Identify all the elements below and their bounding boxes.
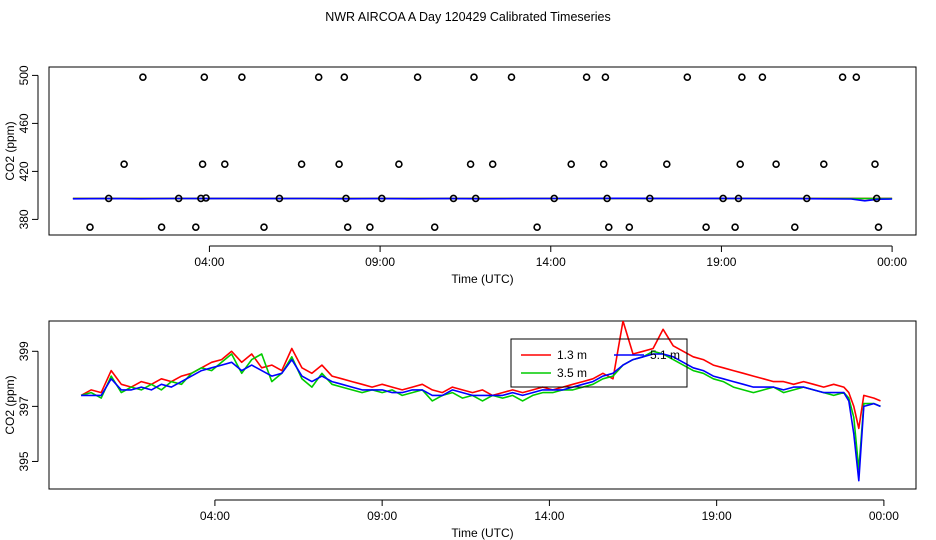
top-flagged-point [871,160,879,168]
top-flagged-point [104,194,113,203]
top-flagged-point [275,194,284,203]
top-x-tick-label: 14:00 [536,255,566,269]
bottom-series-line-1-3-mm [80,321,881,430]
top-flagged-point [340,73,349,81]
top-flagged-point [470,73,478,81]
bottom-y-tick-label: 397 [17,396,31,416]
figure-title: NWR AIRCOA A Day 120429 Calibrated Times… [325,10,611,24]
legend-box [510,338,688,388]
top-flagged-point [802,194,811,203]
top-flagged-point [120,160,128,168]
bottom-panel: 04:00 09:00 14:00 19:00 00:00 Time (UTC) 395 39… [3,320,917,540]
top-flagged-point [872,194,881,203]
top-series-line-5-1-mm [72,197,893,202]
top-flagged-point [430,223,439,231]
top-x-tick-label: 04:00 [194,255,224,269]
top-flagged-point [601,73,610,81]
top-flagged-point [625,223,634,231]
bottom-y-tick-label: 399 [17,341,31,361]
top-x-tick-label: 09:00 [365,255,395,269]
top-flagged-point [202,194,210,202]
bottom-x-axis-title: Time (UTC) [451,526,513,540]
bottom-series-line-3-5-mm [80,350,881,471]
top-flagged-point [342,194,350,203]
top-flagged-point [736,160,745,168]
bottom-data [80,321,881,482]
top-flagged-point [603,194,611,203]
top-y-tick-label: 420 [17,161,31,181]
top-flagged-point [599,160,608,168]
top-flagged-point [297,160,306,168]
top-flagged-point [221,160,229,168]
top-flagged-point [395,160,403,168]
top-flagged-point [772,160,780,168]
bottom-y-tick-label: 395 [17,451,31,471]
top-flagged-point [314,73,323,81]
top-flagged-point [335,160,343,168]
top-flagged-point [198,160,207,168]
top-flagged-point [366,223,374,231]
top-flagged-point [413,73,422,81]
top-flagged-point [645,194,654,203]
legend-label-1-3-mm: 1.3 m [557,348,587,362]
top-flagged-point [260,223,268,231]
top-flagged-point [738,73,746,81]
top-flagged-point [86,223,94,231]
top-flagged-point [719,194,727,203]
bottom-x-tick-label: 19:00 [702,509,732,523]
top-flagged-point [238,73,246,81]
top-x-axis-title: Time (UTC) [451,272,513,286]
bottom-plot-frame [48,320,917,490]
top-plot-frame [48,66,917,236]
top-y-axis-title: CO2 (ppm) [3,121,17,180]
top-x-tick-label: 19:00 [706,255,736,269]
bottom-x-tick-label: 00:00 [869,509,899,523]
top-flagged-point [852,73,861,81]
bottom-legend: 1.3 m 3.5 m 5.1 m [510,338,688,388]
top-flagged-point [758,73,767,81]
top-x-tick-label: 00:00 [877,255,907,269]
top-flagged-point [343,223,352,231]
top-flagged-point [604,223,613,231]
legend-label-5-1-mm: 5.1 m [650,348,680,362]
top-flagged-point [838,73,847,81]
top-flagged-point [582,73,591,81]
bottom-x-tick-label: 04:00 [200,509,230,523]
top-flagged-point [790,223,799,231]
top-flagged-point [471,194,480,203]
top-y-tick-label: 380 [17,209,31,229]
top-panel: 04:00 09:00 14:00 19:00 00:00 Time (UTC) 380 42… [3,65,917,286]
top-flagged-point [683,73,692,81]
top-flagged-point [466,160,475,168]
top-flagged-point [174,194,183,203]
top-flagged-point [567,160,576,168]
top-flagged-point [157,223,166,231]
top-flagged-point [533,223,541,231]
top-flagged-point [488,160,497,168]
top-y-tick-label: 500 [17,65,31,85]
bottom-series-line-5-1-mm [81,353,881,482]
legend-label-3-5-mm: 3.5 m [557,366,587,380]
top-flagged-point [702,223,710,231]
top-flagged-point [507,73,516,81]
top-flagged-point [192,223,200,231]
top-flagged-point [819,160,828,168]
top-flagged-point [874,223,883,231]
bottom-y-axis-title: CO2 (ppm) [3,375,17,434]
bottom-x-tick-label: 14:00 [534,509,564,523]
top-flagged-point [662,160,671,168]
top-flagged-point [139,73,147,81]
top-flagged-point [550,194,559,203]
bottom-x-tick-label: 09:00 [367,509,397,523]
top-y-tick-label: 460 [17,113,31,133]
top-flagged-point [449,194,458,203]
top-flagged-point [200,73,209,81]
top-flagged-point [377,194,386,203]
top-data [72,73,893,231]
top-flagged-point [734,194,743,203]
top-flagged-point [731,223,739,231]
top-flagged-point [197,194,205,203]
